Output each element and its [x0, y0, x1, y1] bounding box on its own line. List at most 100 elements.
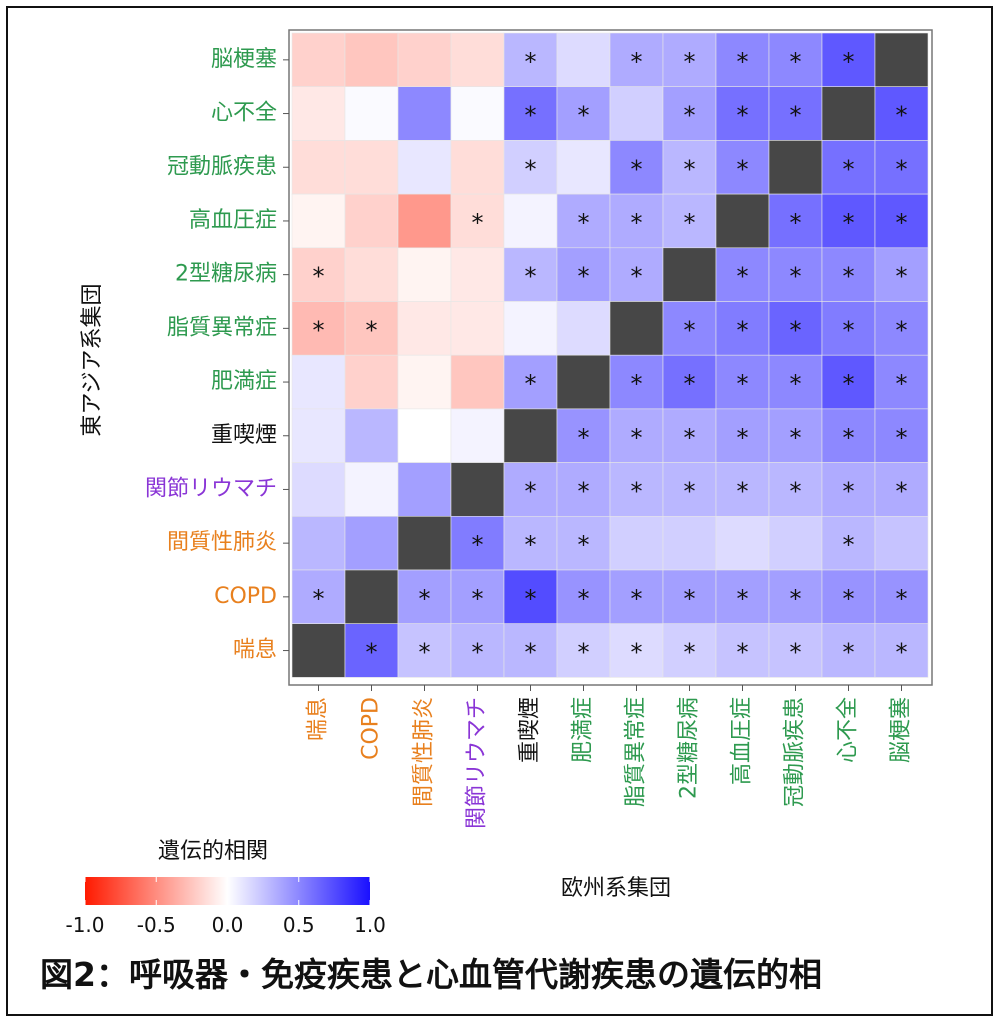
heatmap-cell-diagonal — [344, 569, 399, 625]
heatmap-cell — [503, 140, 558, 195]
significance-star: * — [896, 477, 908, 505]
heatmap-cell — [874, 193, 929, 249]
significance-star: * — [684, 48, 696, 76]
significance-star: * — [843, 263, 855, 291]
significance-star: * — [684, 155, 696, 183]
heatmap-cell — [344, 462, 399, 517]
significance-star: * — [790, 209, 802, 237]
significance-star: * — [631, 209, 643, 237]
y-axis-title: 東アジア系集団 — [80, 283, 105, 436]
significance-star: * — [790, 48, 802, 76]
heatmap-cell — [291, 408, 346, 463]
heatmap-cell — [768, 301, 823, 356]
significance-star: * — [737, 48, 749, 76]
y-tick-label: 重喫煙 — [211, 423, 277, 448]
significance-star: * — [896, 102, 908, 130]
significance-star: * — [737, 316, 749, 344]
heatmap-cell — [397, 32, 452, 88]
heatmap-cell — [291, 193, 346, 249]
heatmap-cell — [397, 301, 452, 356]
heatmap-cell — [609, 247, 664, 302]
heatmap-cell — [397, 408, 452, 463]
significance-star: * — [684, 102, 696, 130]
heatmap-cell — [344, 354, 399, 410]
heatmap-cell — [662, 86, 717, 141]
heatmap-cell — [503, 193, 558, 249]
heatmap-cell — [768, 623, 823, 678]
heatmap-cell — [874, 408, 929, 463]
significance-star: * — [737, 102, 749, 130]
significance-star: * — [525, 585, 537, 613]
heatmap-cell-diagonal — [821, 86, 876, 141]
heatmap-cell — [450, 408, 505, 463]
significance-star: * — [631, 424, 643, 452]
y-tick-label: 喘息 — [233, 638, 277, 663]
heatmap-cell — [450, 140, 505, 195]
heatmap-cell — [397, 462, 452, 517]
significance-star: * — [790, 370, 802, 398]
heatmap-cell — [450, 623, 505, 678]
y-tick-label: 脂質異常症 — [167, 315, 277, 340]
legend-tick-label: 0.5 — [283, 913, 315, 937]
significance-star: * — [631, 477, 643, 505]
heatmap-cell — [556, 247, 611, 302]
heatmap-cell — [662, 408, 717, 463]
significance-star: * — [737, 477, 749, 505]
significance-star: * — [843, 424, 855, 452]
legend-title: 遺伝的相関 — [158, 839, 268, 864]
significance-star: * — [790, 477, 802, 505]
significance-star: * — [578, 477, 590, 505]
heatmap-cell — [450, 86, 505, 141]
heatmap-cell — [768, 247, 823, 302]
heatmap-cell — [662, 32, 717, 88]
heatmap-cell — [874, 569, 929, 625]
plot-panel-border — [288, 29, 933, 686]
significance-star: * — [525, 639, 537, 667]
significance-star: * — [896, 585, 908, 613]
legend-tick-label: 0.0 — [212, 913, 244, 937]
heatmap-cell — [662, 193, 717, 249]
heatmap-cell — [503, 301, 558, 356]
heatmap-cell — [397, 193, 452, 249]
heatmap-cell-diagonal — [291, 623, 346, 678]
heatmap-cell — [874, 515, 929, 571]
significance-star: * — [896, 263, 908, 291]
significance-star: * — [525, 370, 537, 398]
significance-star: * — [313, 585, 325, 613]
heatmap-cell — [874, 86, 929, 141]
heatmap-cell — [556, 193, 611, 249]
heatmap-cell — [609, 569, 664, 625]
heatmap-cell — [450, 301, 505, 356]
significance-star: * — [843, 639, 855, 667]
heatmap-cell — [609, 86, 664, 141]
significance-star: * — [419, 585, 431, 613]
heatmap-cell — [450, 193, 505, 249]
significance-star: * — [843, 370, 855, 398]
heatmap-cell — [344, 193, 399, 249]
heatmap-cell — [503, 462, 558, 517]
heatmap-cell-diagonal — [768, 140, 823, 195]
heatmap-cell — [556, 301, 611, 356]
significance-star: * — [896, 316, 908, 344]
significance-star: * — [578, 585, 590, 613]
y-tick-label: COPD — [214, 584, 277, 609]
heatmap-cell-diagonal — [450, 462, 505, 517]
heatmap-cell-diagonal — [503, 408, 558, 463]
heatmap-cell — [609, 408, 664, 463]
heatmap-cell — [768, 32, 823, 88]
x-tick-label: 重喫煙 — [518, 697, 543, 763]
heatmap-cell — [450, 32, 505, 88]
heatmap-cell — [715, 86, 770, 141]
significance-star: * — [472, 531, 484, 559]
significance-star: * — [737, 639, 749, 667]
significance-star: * — [578, 102, 590, 130]
heatmap-cell — [821, 569, 876, 625]
heatmap-cell — [821, 408, 876, 463]
significance-star: * — [790, 639, 802, 667]
significance-star: * — [684, 585, 696, 613]
heatmap-cell — [715, 247, 770, 302]
x-tick-label: 関節リウマチ — [465, 697, 490, 829]
y-tick-label: 心不全 — [211, 101, 277, 126]
significance-star: * — [684, 477, 696, 505]
x-tick-label: COPD — [359, 697, 384, 760]
